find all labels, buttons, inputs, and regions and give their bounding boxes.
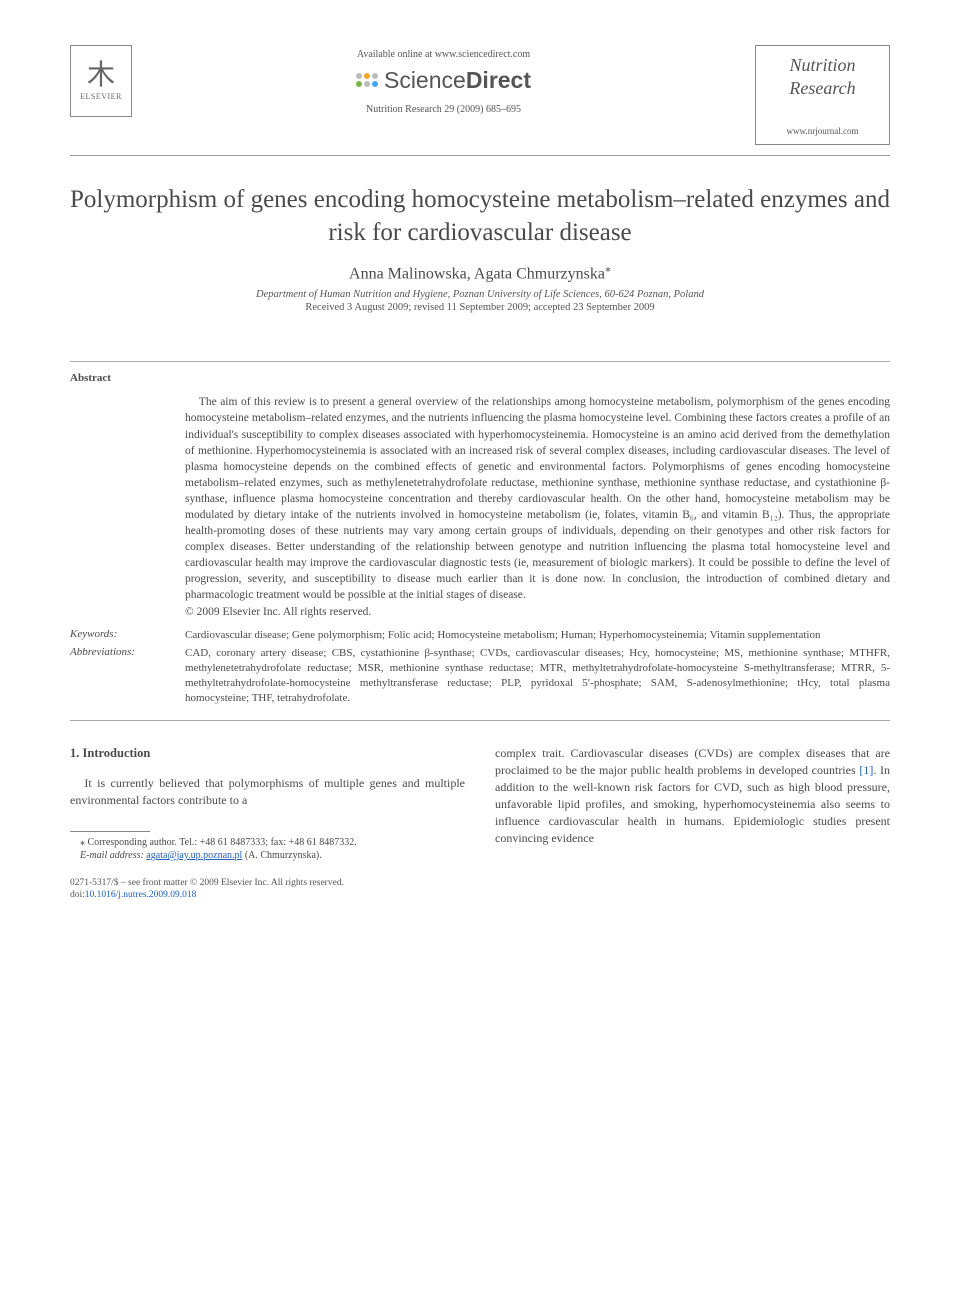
email-footnote: E-mail address: agata@jay.up.poznan.pl (… <box>70 849 465 863</box>
article-title: Polymorphism of genes encoding homocyste… <box>70 184 890 249</box>
abstract-copyright: © 2009 Elsevier Inc. All rights reserved… <box>185 606 371 618</box>
journal-url: www.nrjournal.com <box>766 126 879 136</box>
author-email[interactable]: agata@jay.up.poznan.pl <box>146 850 242 861</box>
abstract-label: Abstract <box>70 372 890 384</box>
intro-paragraph-left: It is currently believed that polymorphi… <box>70 775 465 809</box>
abbreviations-label: Abbreviations: <box>70 646 185 705</box>
abbreviations-row: Abbreviations: CAD, coronary artery dise… <box>70 646 890 705</box>
abstract-body: The aim of this review is to present a g… <box>185 394 890 619</box>
issn-line: 0271-5317/$ – see front matter © 2009 El… <box>70 877 465 890</box>
elsevier-tree-icon: ⽊ <box>87 62 115 90</box>
abbreviations-text: CAD, coronary artery disease; CBS, cysta… <box>185 646 890 705</box>
journal-name: NutritionResearch <box>766 54 879 99</box>
page-header: ⽊ ELSEVIER Available online at www.scien… <box>70 45 890 145</box>
section-heading: 1. Introduction <box>70 745 465 763</box>
elsevier-logo: ⽊ ELSEVIER <box>70 45 132 117</box>
sciencedirect-dots-icon <box>356 73 378 87</box>
top-rule <box>70 155 890 156</box>
corresponding-footnote: ⁎ Corresponding author. Tel.: +48 61 848… <box>70 836 465 850</box>
intro-paragraph-right: complex trait. Cardiovascular diseases (… <box>495 745 890 847</box>
author-list: Anna Malinowska, Agata Chmurzynska⁎ <box>70 261 890 283</box>
keywords-label: Keywords: <box>70 628 185 643</box>
abstract-text: The aim of this review is to present a g… <box>185 396 890 601</box>
citation-line: Nutrition Research 29 (2009) 685–695 <box>132 104 755 115</box>
affiliation: Department of Human Nutrition and Hygien… <box>70 289 890 300</box>
sciencedirect-logo: ScienceDirect <box>356 67 531 94</box>
available-online-text: Available online at www.sciencedirect.co… <box>132 49 755 60</box>
column-right: complex trait. Cardiovascular diseases (… <box>495 745 890 902</box>
abstract-top-rule <box>70 361 890 362</box>
abstract-bottom-rule <box>70 720 890 721</box>
column-left: 1. Introduction It is currently believed… <box>70 745 465 902</box>
corresponding-marker: ⁎ <box>605 261 611 275</box>
footnote-rule <box>70 831 150 832</box>
doi-link[interactable]: 10.1016/j.nutres.2009.09.018 <box>85 890 197 900</box>
footer-block: 0271-5317/$ – see front matter © 2009 El… <box>70 877 465 903</box>
article-dates: Received 3 August 2009; revised 11 Septe… <box>70 302 890 313</box>
sciencedirect-wordmark: ScienceDirect <box>384 67 531 94</box>
keywords-text: Cardiovascular disease; Gene polymorphis… <box>185 628 890 643</box>
doi-line: doi:10.1016/j.nutres.2009.09.018 <box>70 889 465 902</box>
publisher-label: ELSEVIER <box>80 92 122 101</box>
keywords-row: Keywords: Cardiovascular disease; Gene p… <box>70 628 890 643</box>
reference-link-1[interactable]: [1] <box>859 763 873 777</box>
center-header: Available online at www.sciencedirect.co… <box>132 45 755 115</box>
journal-box: NutritionResearch www.nrjournal.com <box>755 45 890 145</box>
body-columns: 1. Introduction It is currently believed… <box>70 745 890 902</box>
